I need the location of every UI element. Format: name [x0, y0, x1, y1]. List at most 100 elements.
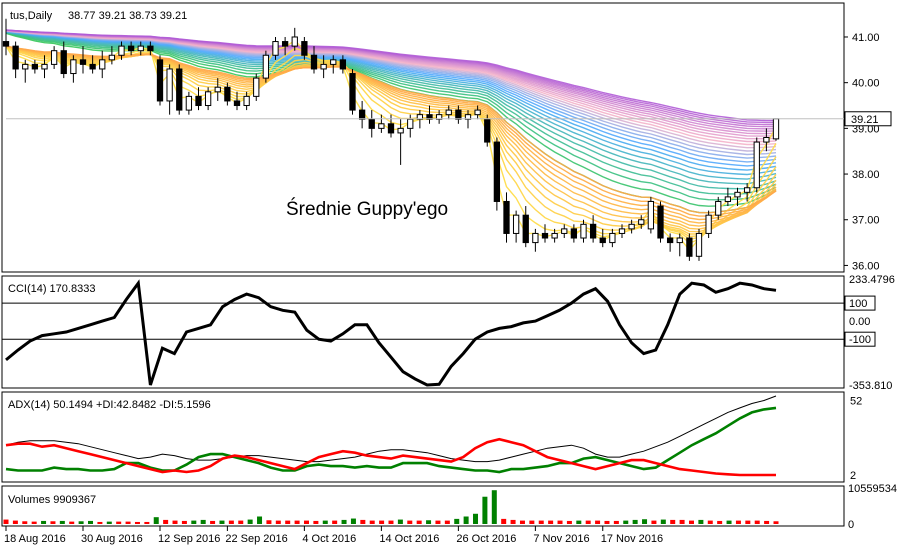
candle-body-33	[320, 63, 327, 70]
volume-bar-47	[444, 520, 450, 524]
volume-bar-53	[501, 518, 507, 524]
candle-body-27	[262, 54, 270, 79]
volume-bar-5	[50, 521, 56, 524]
volume-bar-26	[247, 519, 253, 524]
candle-body-50	[484, 118, 491, 143]
price-tick-label-0: 41.00	[852, 32, 880, 44]
volume-bar-80	[754, 520, 760, 524]
candle-body-5	[50, 50, 58, 65]
candle-body-58	[561, 228, 568, 234]
volume-bar-37	[350, 518, 356, 524]
candle-body-77	[743, 187, 751, 193]
volume-bar-54	[510, 519, 516, 524]
cci-tick-box-3	[844, 331, 876, 347]
volume-bar-34	[322, 520, 328, 524]
volume-bar-82	[773, 521, 779, 524]
volume-bar-55	[519, 520, 525, 524]
volume-bar-27	[257, 516, 263, 524]
volume-bar-58	[548, 520, 554, 524]
volume-bar-72	[679, 519, 685, 524]
guppy-long-ema-44	[5, 31, 777, 185]
ohlc-label: 38.77 39.21 38.73 39.21	[68, 10, 187, 22]
volume-bar-24	[228, 520, 234, 524]
volume-bar-63	[595, 520, 601, 524]
candle-body-60	[580, 223, 587, 239]
cci-tick-label-0: 233.4796	[849, 274, 895, 286]
volume-bar-23	[219, 520, 225, 524]
candle-body-38	[368, 118, 375, 129]
candle-body-9	[89, 63, 96, 70]
candle-body-59	[570, 228, 578, 239]
candle-body-75	[724, 196, 732, 202]
volume-bar-4	[41, 520, 47, 524]
volume-bar-43	[407, 520, 413, 524]
candle-body-47	[455, 109, 462, 120]
volume-bar-62	[585, 520, 591, 524]
adx-label: ADX(14) 50.1494 +DI:42.8482 -DI:5.1596	[8, 399, 211, 411]
cci-tick-label-4: -353.810	[849, 380, 892, 392]
cci-label: CCI(14) 170.8333	[8, 283, 95, 295]
guppy-long-ema-32	[5, 32, 777, 201]
volume-bar-75	[707, 520, 713, 524]
volume-bar-33	[313, 520, 319, 524]
candle-body-49	[474, 109, 481, 116]
volume-bar-31	[294, 520, 300, 524]
guppy-long-ema-36	[5, 31, 777, 195]
volume-bar-40	[379, 520, 385, 524]
candle-body-15	[147, 45, 154, 52]
x-tick-label-7: 7 Nov 2016	[533, 533, 589, 545]
candle-body-2	[22, 63, 29, 70]
volume-bar-45	[426, 520, 432, 524]
volume-bar-73	[688, 520, 694, 524]
volume-bar-69	[651, 520, 657, 524]
volume-bar-46	[435, 520, 441, 524]
candle-body-66	[638, 219, 645, 225]
x-tick-label-4: 4 Oct 2016	[302, 533, 356, 545]
candle-body-21	[204, 91, 212, 107]
candle-body-79	[763, 137, 770, 143]
candle-body-69	[666, 237, 674, 244]
volume-bar-8	[78, 521, 84, 524]
volume-bar-76	[717, 520, 723, 524]
volume-bar-15	[144, 521, 150, 524]
candle-body-54	[522, 214, 529, 244]
volume-bar-44	[416, 520, 422, 524]
volume-bar-2	[22, 521, 28, 524]
x-tick-label-3: 22 Sep 2016	[225, 533, 287, 545]
candle-body-10	[99, 59, 106, 70]
volume-bar-13	[125, 521, 131, 524]
candle-body-62	[599, 237, 606, 244]
candle-body-29	[281, 41, 289, 47]
guppy-annotation: Średnie Guppy'ego	[286, 198, 448, 220]
candle-body-41	[397, 127, 404, 134]
candle-body-6	[60, 50, 67, 75]
candle-body-80	[772, 118, 780, 140]
candle-body-26	[253, 77, 260, 97]
panel-frame-cci	[1, 275, 845, 389]
last-price-label: 39.21	[851, 114, 879, 126]
volume-bar-64	[604, 520, 610, 524]
volume-bar-79	[745, 520, 751, 524]
volume-bar-28	[266, 520, 272, 524]
candle-body-24	[233, 100, 241, 107]
volume-bar-30	[285, 520, 291, 524]
candle-body-65	[628, 223, 635, 230]
candle-body-32	[310, 54, 318, 70]
candle-body-70	[676, 237, 683, 244]
volume-bar-42	[397, 519, 403, 524]
cci-tick-box-1	[844, 295, 876, 311]
candle-body-28	[272, 41, 279, 56]
x-tick-label-2: 12 Sep 2016	[158, 533, 220, 545]
price-tick-label-2: 39.00	[852, 123, 880, 135]
volume-bar-65	[613, 520, 619, 524]
candle-body-3	[31, 63, 39, 70]
volume-bar-57	[538, 520, 544, 524]
volume-bar-41	[388, 520, 394, 524]
candle-body-56	[541, 232, 549, 239]
volume-bar-17	[163, 519, 169, 524]
candle-body-36	[349, 73, 356, 111]
candle-body-23	[224, 86, 231, 102]
guppy-long-ema-40	[5, 31, 777, 190]
candle-body-7	[70, 59, 77, 75]
